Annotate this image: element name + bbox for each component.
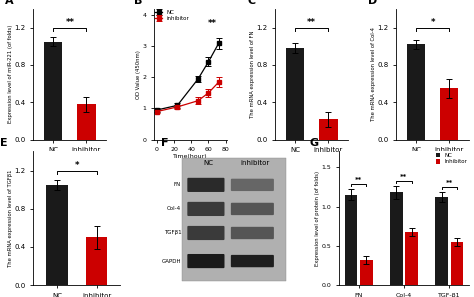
Bar xyxy=(46,185,68,285)
Bar xyxy=(286,48,304,140)
Text: **: ** xyxy=(355,177,362,183)
Bar xyxy=(390,192,402,285)
Text: Col-4: Col-4 xyxy=(167,206,181,211)
Bar xyxy=(435,197,448,285)
Text: E: E xyxy=(0,138,8,148)
Y-axis label: The mRNA expression level of FN: The mRNA expression level of FN xyxy=(250,31,255,118)
Bar xyxy=(407,44,425,140)
Text: inhibitor: inhibitor xyxy=(241,160,270,167)
FancyBboxPatch shape xyxy=(187,202,225,216)
Bar xyxy=(319,119,337,140)
Text: GAPDH: GAPDH xyxy=(162,259,181,263)
FancyBboxPatch shape xyxy=(231,179,274,191)
Bar xyxy=(440,88,458,140)
Y-axis label: OD Value (450nm): OD Value (450nm) xyxy=(136,50,141,99)
FancyBboxPatch shape xyxy=(231,203,274,215)
Bar xyxy=(44,42,62,140)
Text: **: ** xyxy=(446,180,453,186)
Bar xyxy=(182,158,286,281)
Text: **: ** xyxy=(208,19,216,28)
Y-axis label: Expression level of protein (of folds): Expression level of protein (of folds) xyxy=(315,171,320,266)
X-axis label: Time(hour): Time(hour) xyxy=(173,154,208,159)
Text: F: F xyxy=(161,138,169,148)
Text: **: ** xyxy=(65,18,74,27)
Bar xyxy=(345,195,357,285)
Text: C: C xyxy=(247,0,255,6)
Text: A: A xyxy=(5,0,14,6)
Text: **: ** xyxy=(400,174,408,180)
Text: *: * xyxy=(430,18,435,27)
Text: D: D xyxy=(368,0,377,6)
Bar xyxy=(86,237,108,285)
Bar xyxy=(360,260,373,285)
FancyBboxPatch shape xyxy=(231,255,274,267)
FancyBboxPatch shape xyxy=(231,227,274,239)
Text: *: * xyxy=(74,161,79,170)
Legend: NC, inhibitor: NC, inhibitor xyxy=(155,10,189,20)
Text: G: G xyxy=(310,138,319,148)
FancyBboxPatch shape xyxy=(187,178,225,192)
Text: TGFβ1: TGFβ1 xyxy=(164,230,181,236)
Text: NC: NC xyxy=(203,160,213,167)
Legend: NC, Inhibitor: NC, Inhibitor xyxy=(436,153,467,164)
Y-axis label: The mRNA expression level of TGFβ1: The mRNA expression level of TGFβ1 xyxy=(8,170,13,267)
Bar xyxy=(77,104,96,140)
FancyBboxPatch shape xyxy=(187,226,225,240)
Bar xyxy=(451,242,463,285)
Bar xyxy=(405,232,418,285)
Text: B: B xyxy=(134,0,142,6)
Y-axis label: Expression level of miR-221 (of folds): Expression level of miR-221 (of folds) xyxy=(8,25,13,124)
FancyBboxPatch shape xyxy=(187,254,225,268)
Y-axis label: The mRNA expression level of Col-4: The mRNA expression level of Col-4 xyxy=(371,27,376,121)
Text: **: ** xyxy=(307,18,316,27)
Text: FN: FN xyxy=(174,182,181,187)
